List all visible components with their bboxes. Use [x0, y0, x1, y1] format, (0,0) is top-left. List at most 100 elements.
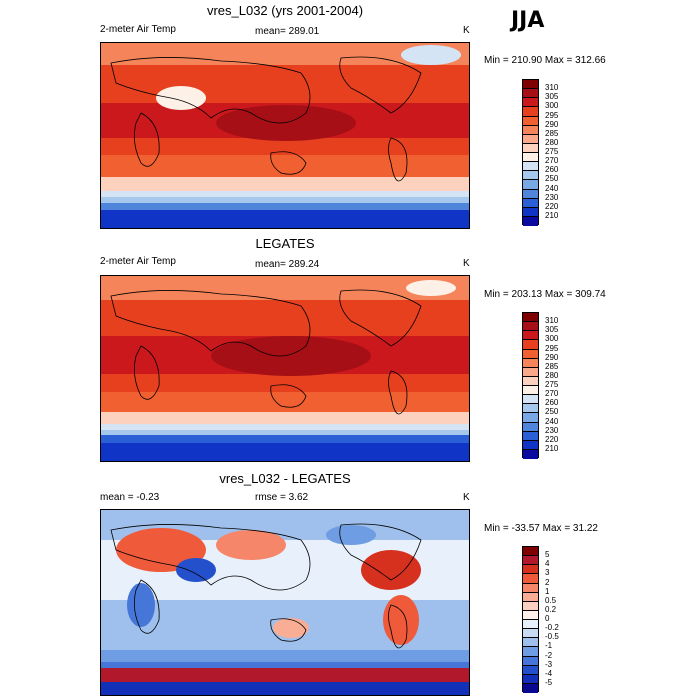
colorbar-segment: [523, 404, 538, 414]
panel-2-variable-label: 2-meter Air Temp: [100, 256, 176, 267]
colorbar-segment: [523, 358, 538, 368]
colorbar-segment: [523, 574, 538, 584]
colorbar-tick-label: -1: [545, 641, 553, 651]
colorbar-segment: [523, 171, 538, 181]
colorbar-segment: [523, 592, 538, 602]
colorbar-tick-label: 280: [545, 370, 559, 380]
colorbar-segment: [523, 134, 538, 144]
colorbar-segment: [523, 629, 538, 639]
colorbar-segment: [523, 376, 538, 386]
panel-1-mean-label: mean= 289.01: [255, 26, 320, 37]
colorbar-segment: [523, 143, 538, 153]
colorbar-segment: [523, 189, 538, 199]
colorbar-tick-label: 300: [545, 334, 559, 344]
colorbar-tick-label: -0.5: [545, 632, 559, 642]
colorbar-segment: [523, 665, 538, 675]
panel-1-map: [100, 42, 470, 229]
colorbar-segment: [523, 216, 538, 226]
panel-2-title: LEGATES: [255, 236, 315, 251]
panel-1-title: vres_L032 (yrs 2001-2004): [206, 3, 364, 18]
colorbar-tick-label: 290: [545, 119, 559, 129]
colorbar-segment: [523, 162, 538, 172]
colorbar-tick-label: -4: [545, 668, 553, 678]
panel-1-coastlines: [110, 56, 422, 182]
colorbar-tick-label: 4: [545, 559, 550, 569]
colorbar-segment: [523, 601, 538, 611]
colorbar-tick-label: 5: [545, 550, 550, 560]
colorbar-segment: [523, 349, 538, 359]
colorbar-segment: [523, 198, 538, 208]
colorbar-tick-label: 270: [545, 389, 559, 399]
colorbar-tick-label: 210: [545, 210, 559, 220]
colorbar-tick-label: 290: [545, 352, 559, 362]
colorbar-tick-label: -5: [545, 677, 553, 687]
colorbar-tick-label: 220: [545, 201, 559, 211]
colorbar-tick-label: 270: [545, 156, 559, 166]
panel-2-units: K: [463, 258, 470, 269]
colorbar-segment: [523, 413, 538, 423]
colorbar-tick-label: 305: [545, 325, 559, 335]
colorbar-tick-label: 310: [545, 83, 559, 93]
colorbar-segment: [523, 656, 538, 666]
panel-3-title: vres_L032 - LEGATES: [219, 471, 351, 486]
panel-3-coastlines: [110, 523, 422, 649]
colorbar-segment: [523, 331, 538, 341]
colorbar-tick-label: 310: [545, 316, 559, 326]
colorbar-tick-label: 220: [545, 434, 559, 444]
colorbar-segment: [523, 583, 538, 593]
colorbar-tick-label: 285: [545, 361, 559, 371]
colorbar-tick-label: 240: [545, 183, 559, 193]
colorbar-tick-label: 260: [545, 398, 559, 408]
colorbar-segment: [523, 620, 538, 630]
colorbar-tick-label: 240: [545, 416, 559, 426]
colorbar-tick-label: 280: [545, 137, 559, 147]
colorbar-tick-label: -3: [545, 659, 553, 669]
colorbar-tick-label: -0.2: [545, 623, 559, 633]
colorbar-tick-label: 3: [545, 568, 550, 578]
colorbar-tick-label: -2: [545, 650, 553, 660]
panel-3-map: [100, 509, 470, 696]
colorbar-tick-label: 230: [545, 192, 559, 202]
panel-2-minmax: Min = 203.13 Max = 309.74: [484, 289, 606, 300]
colorbar-segment: [523, 638, 538, 648]
panel-3-mean-label: mean = -0.23: [100, 492, 160, 503]
colorbar-segment: [523, 313, 538, 323]
colorbar-segment: [523, 125, 538, 135]
panel-2-colorbar: [522, 312, 539, 459]
colorbar-segment: [523, 565, 538, 575]
colorbar-segment: [523, 98, 538, 108]
colorbar-segment: [523, 207, 538, 217]
colorbar-segment: [523, 80, 538, 90]
panel-3-colorbar: [522, 546, 539, 693]
colorbar-segment: [523, 610, 538, 620]
colorbar-segment: [523, 322, 538, 332]
colorbar-tick-label: 275: [545, 380, 559, 389]
colorbar-tick-label: 1: [545, 586, 550, 596]
colorbar-tick-label: 0: [545, 614, 550, 623]
colorbar-segment: [523, 367, 538, 377]
colorbar-segment: [523, 422, 538, 432]
season-label: JJA: [511, 8, 545, 33]
panel-2-mean-label: mean= 289.24: [255, 259, 320, 270]
colorbar-tick-label: 210: [545, 443, 559, 453]
colorbar-segment: [523, 547, 538, 557]
panel-2-map: [100, 275, 470, 462]
colorbar-tick-label: 2: [545, 577, 550, 587]
colorbar-segment: [523, 116, 538, 126]
colorbar-tick-label: 300: [545, 101, 559, 111]
colorbar-segment: [523, 647, 538, 657]
panel-1-units: K: [463, 25, 470, 36]
colorbar-segment: [523, 107, 538, 117]
colorbar-segment: [523, 683, 538, 693]
colorbar-segment: [523, 556, 538, 566]
colorbar-segment: [523, 89, 538, 99]
panel-3-units: K: [463, 492, 470, 503]
colorbar-segment: [523, 440, 538, 450]
colorbar-tick-label: 0.5: [545, 595, 557, 605]
colorbar-tick-label: 250: [545, 407, 559, 417]
colorbar-segment: [523, 180, 538, 190]
colorbar-tick-label: 250: [545, 174, 559, 184]
colorbar-tick-label: 0.2: [545, 604, 557, 614]
panel-3-rmse-label: rmse = 3.62: [255, 492, 309, 503]
colorbar-segment: [523, 386, 538, 396]
